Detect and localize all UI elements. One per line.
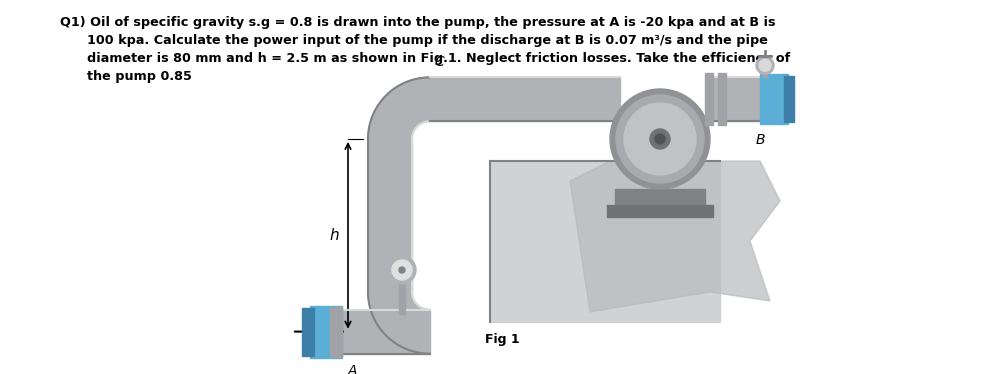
Bar [338, 310, 429, 353]
Circle shape [654, 134, 664, 144]
Bar [429, 77, 620, 122]
Bar [762, 65, 766, 77]
Bar [607, 205, 712, 217]
Text: 100 kpa. Calculate the power input of the pump if the discharge at B is 0.07 m³/: 100 kpa. Calculate the power input of th… [60, 34, 767, 47]
Bar [704, 73, 712, 125]
Text: C: C [434, 55, 444, 70]
Polygon shape [368, 77, 429, 139]
Circle shape [649, 129, 669, 149]
Circle shape [624, 103, 695, 175]
Bar [615, 189, 704, 207]
Bar [489, 161, 719, 322]
Text: A: A [347, 364, 356, 374]
Polygon shape [570, 161, 779, 312]
Bar [717, 73, 725, 125]
Bar [759, 74, 787, 125]
Text: Fig 1: Fig 1 [484, 334, 519, 346]
Circle shape [610, 89, 709, 189]
Bar [709, 77, 759, 122]
Text: B: B [754, 134, 764, 147]
Text: diameter is 80 mm and h = 2.5 m as shown in Fig.1. Neglect friction losses. Take: diameter is 80 mm and h = 2.5 m as shown… [60, 52, 789, 65]
Circle shape [387, 256, 415, 284]
Bar [398, 270, 404, 314]
Bar [302, 307, 314, 356]
Bar [310, 306, 342, 358]
Bar [330, 307, 342, 356]
Bar [783, 76, 793, 122]
Circle shape [616, 95, 703, 183]
Circle shape [391, 260, 411, 280]
Bar [368, 139, 411, 292]
Circle shape [755, 56, 773, 74]
Polygon shape [368, 292, 429, 353]
Circle shape [758, 59, 770, 71]
Text: Q1) Oil of specific gravity s.g = 0.8 is drawn into the pump, the pressure at A : Q1) Oil of specific gravity s.g = 0.8 is… [60, 16, 774, 29]
Text: the pump 0.85: the pump 0.85 [60, 70, 192, 83]
Circle shape [398, 267, 404, 273]
Text: h: h [329, 228, 338, 243]
